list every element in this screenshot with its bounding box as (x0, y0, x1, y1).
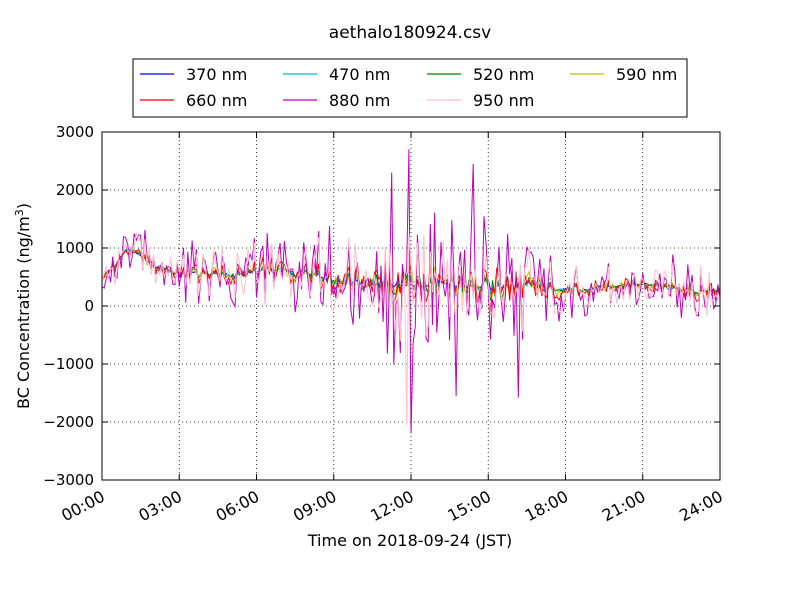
x-tick-label: 06:00 (213, 487, 263, 525)
legend-label: 660 nm (186, 91, 247, 110)
legend: 370 nm 470 nm 520 nm 590 nm 660 nm 880 nm 950 … (132, 58, 688, 118)
legend-label: 880 nm (329, 91, 390, 110)
x-tick-label: 15:00 (444, 487, 494, 525)
x-axis-label: Time on 2018-09-24 (JST) (307, 531, 512, 550)
x-tick-label: 03:00 (135, 487, 185, 525)
x-tick-label: 09:00 (290, 487, 340, 525)
y-axis-label-end: ) (14, 203, 33, 209)
x-tick-label: 12:00 (367, 487, 417, 525)
legend-label: 590 nm (616, 65, 677, 84)
x-tick-label: 21:00 (599, 487, 649, 525)
y-tick-label: −1000 (43, 355, 94, 373)
series-line (101, 231, 721, 425)
series-line (101, 149, 721, 434)
legend-label: 470 nm (329, 65, 390, 84)
y-tick-label: 1000 (56, 239, 94, 257)
y-axis-label-main: BC Concentration (ng/m (14, 216, 33, 409)
y-axis-label-superscript: 3 (13, 209, 26, 216)
x-tick-label: 18:00 (522, 487, 572, 525)
y-tick-label: 0 (84, 297, 94, 315)
legend-frame (132, 58, 688, 118)
y-tick-label: −2000 (43, 413, 94, 431)
y-tick-label: 2000 (56, 181, 94, 199)
legend-label: 950 nm (473, 91, 534, 110)
legend-label: 520 nm (473, 65, 534, 84)
y-tick-label: −3000 (43, 471, 94, 489)
chart-title: aethalo180924.csv (329, 23, 491, 43)
legend-label: 370 nm (186, 65, 247, 84)
y-tick-label: 3000 (56, 123, 94, 141)
x-tick-label: 24:00 (676, 487, 726, 525)
y-axis: −3000 −2000 −1000 0 1000 2000 3000 (43, 123, 720, 489)
series-lines (101, 149, 721, 434)
x-tick-label: 00:00 (58, 487, 108, 525)
y-axis-label: BC Concentration (ng/m3) (13, 203, 33, 409)
